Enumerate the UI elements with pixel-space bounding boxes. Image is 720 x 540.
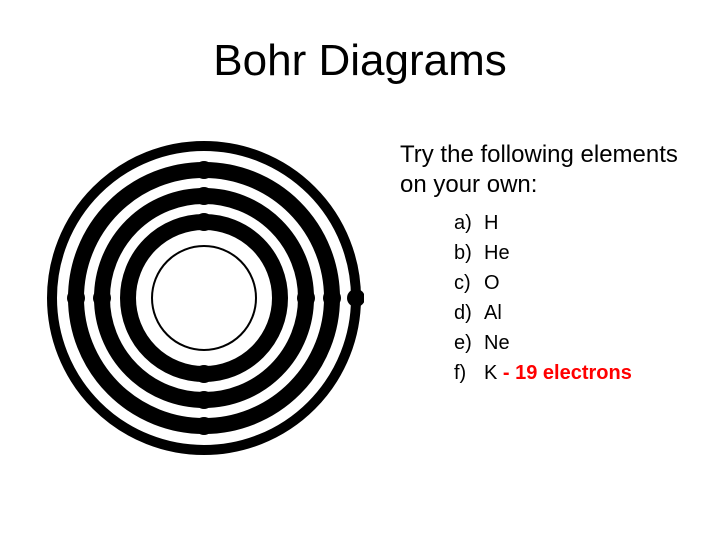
electron-9 xyxy=(67,289,85,307)
electron-6 xyxy=(297,289,315,307)
electron-5 xyxy=(93,289,111,307)
elements-list: a)Hb)Hec)Od)Ale)Nef)K - 19 electrons xyxy=(454,208,700,388)
list-marker: c) xyxy=(454,268,484,298)
electron-3 xyxy=(195,187,213,205)
list-value: Al xyxy=(484,298,700,328)
nucleus xyxy=(152,246,256,350)
list-item: c)O xyxy=(454,268,700,298)
electron-11 xyxy=(347,289,364,307)
list-highlight: - 19 electrons xyxy=(497,362,632,384)
electron-2 xyxy=(195,365,213,383)
electron-10 xyxy=(323,289,341,307)
list-value: He xyxy=(484,238,700,268)
intro-text: Try the following elements on your own: xyxy=(400,140,700,200)
list-marker: e) xyxy=(454,328,484,358)
electron-7 xyxy=(195,161,213,179)
list-marker: a) xyxy=(454,208,484,238)
list-value: H xyxy=(484,208,700,238)
list-value: K - 19 electrons xyxy=(484,358,700,388)
list-item: e)Ne xyxy=(454,328,700,358)
list-item: d)Al xyxy=(454,298,700,328)
list-value: O xyxy=(484,268,700,298)
electron-4 xyxy=(195,391,213,409)
bohr-diagram xyxy=(44,138,364,458)
electron-1 xyxy=(195,213,213,231)
list-marker: f) xyxy=(454,358,484,388)
list-marker: d) xyxy=(454,298,484,328)
list-item: f)K - 19 electrons xyxy=(454,358,700,388)
list-marker: b) xyxy=(454,238,484,268)
electron-8 xyxy=(195,417,213,435)
list-value: Ne xyxy=(484,328,700,358)
list-item: a)H xyxy=(454,208,700,238)
page-title: Bohr Diagrams xyxy=(0,36,720,86)
list-item: b)He xyxy=(454,238,700,268)
bohr-svg xyxy=(44,138,364,458)
text-block: Try the following elements on your own: … xyxy=(400,140,700,388)
